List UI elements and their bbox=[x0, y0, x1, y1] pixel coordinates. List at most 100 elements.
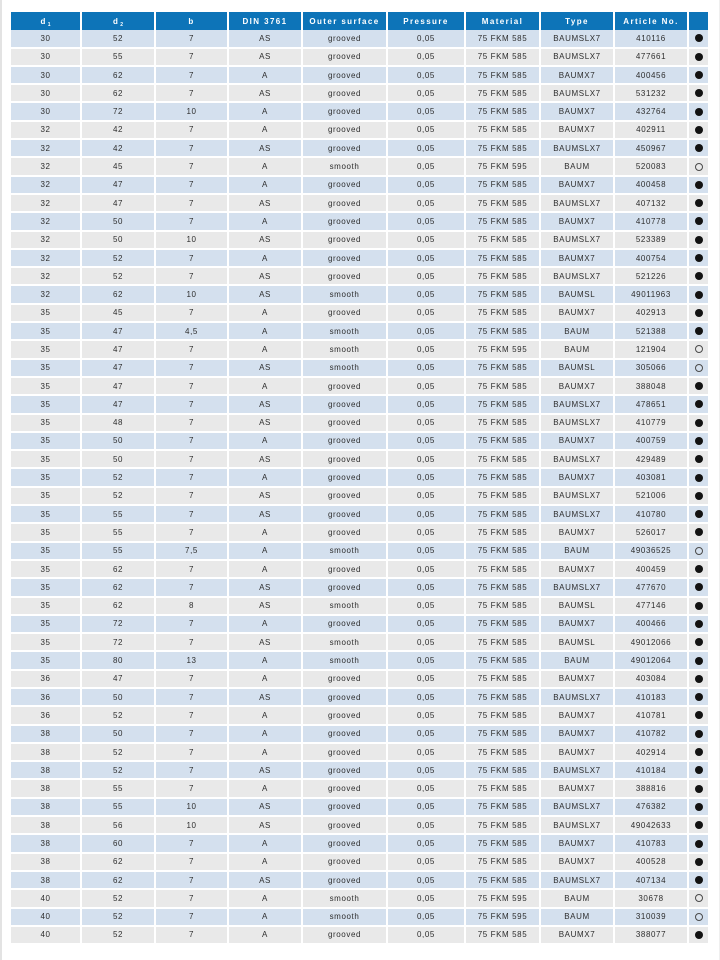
cell: grooved bbox=[303, 176, 386, 193]
availability-cell bbox=[689, 926, 708, 944]
cell: grooved bbox=[303, 835, 386, 852]
cell: BAUM bbox=[541, 158, 613, 175]
cell: BAUM bbox=[541, 542, 613, 559]
cell: 0,05 bbox=[388, 597, 464, 614]
cell: 38 bbox=[11, 798, 80, 816]
cell: 75 FKM 585 bbox=[466, 469, 539, 486]
cell: grooved bbox=[303, 30, 386, 47]
cell: 47 bbox=[82, 176, 154, 193]
cell: 72 bbox=[82, 103, 154, 120]
cell: AS bbox=[229, 762, 301, 779]
cell: 52 bbox=[82, 469, 154, 486]
cell: grooved bbox=[303, 707, 386, 724]
cell: 75 FKM 585 bbox=[466, 652, 539, 669]
cell: 7 bbox=[156, 707, 227, 724]
cell: A bbox=[229, 542, 301, 559]
cell: A bbox=[229, 323, 301, 340]
cell: 7 bbox=[156, 890, 227, 907]
cell: 7 bbox=[156, 121, 227, 139]
cell: AS bbox=[229, 798, 301, 816]
cell: BAUMSLX7 bbox=[541, 871, 613, 889]
cell: 7 bbox=[156, 835, 227, 852]
cell: 75 FKM 585 bbox=[466, 268, 539, 285]
cell: BAUMSL bbox=[541, 286, 613, 303]
cell: 75 FKM 585 bbox=[466, 140, 539, 157]
cell: 75 FKM 585 bbox=[466, 432, 539, 450]
cell: BAUMSLX7 bbox=[541, 762, 613, 779]
cell: 36 bbox=[11, 707, 80, 724]
cell: 35 bbox=[11, 451, 80, 468]
cell: 400754 bbox=[615, 249, 687, 267]
cell: 0,05 bbox=[388, 396, 464, 413]
cell: 48 bbox=[82, 414, 154, 431]
cell: 402913 bbox=[615, 304, 687, 322]
cell: 0,05 bbox=[388, 341, 464, 358]
cell: 7 bbox=[156, 615, 227, 633]
availability-hollow-circle-icon bbox=[694, 546, 703, 555]
cell: 521006 bbox=[615, 487, 687, 505]
cell: 32 bbox=[11, 140, 80, 157]
cell: 75 FKM 585 bbox=[466, 871, 539, 889]
cell: 432764 bbox=[615, 103, 687, 120]
cell: 400528 bbox=[615, 853, 687, 870]
cell: 520083 bbox=[615, 158, 687, 175]
availability-filled-circle-icon bbox=[694, 382, 703, 391]
cell: smooth bbox=[303, 286, 386, 303]
availability-filled-circle-icon bbox=[694, 455, 703, 464]
cell: 305066 bbox=[615, 359, 687, 376]
cell: 0,05 bbox=[388, 140, 464, 157]
cell: smooth bbox=[303, 890, 386, 907]
cell: 75 FKM 585 bbox=[466, 579, 539, 596]
cell: A bbox=[229, 66, 301, 84]
cell: grooved bbox=[303, 194, 386, 212]
cell: BAUMSLX7 bbox=[541, 414, 613, 431]
cell: A bbox=[229, 926, 301, 944]
availability-filled-circle-icon bbox=[694, 601, 703, 610]
header-cell-din-3761: DIN 3761 bbox=[229, 12, 301, 30]
cell: 35 bbox=[11, 304, 80, 322]
availability-filled-circle-icon bbox=[694, 802, 703, 811]
availability-cell bbox=[689, 286, 708, 303]
cell: 7 bbox=[156, 762, 227, 779]
cell: 7 bbox=[156, 66, 227, 84]
cell: 75 FKM 585 bbox=[466, 396, 539, 413]
cell: BAUMSLX7 bbox=[541, 140, 613, 157]
cell: A bbox=[229, 780, 301, 797]
cell: 450967 bbox=[615, 140, 687, 157]
cell: 0,05 bbox=[388, 817, 464, 834]
cell: 7 bbox=[156, 871, 227, 889]
cell: A bbox=[229, 652, 301, 669]
cell: BAUMX7 bbox=[541, 213, 613, 230]
cell: 4,5 bbox=[156, 323, 227, 340]
cell: BAUMX7 bbox=[541, 853, 613, 870]
cell: A bbox=[229, 176, 301, 193]
cell: grooved bbox=[303, 469, 386, 486]
cell: 0,05 bbox=[388, 780, 464, 797]
cell: BAUMX7 bbox=[541, 707, 613, 724]
cell: 35 bbox=[11, 432, 80, 450]
cell: grooved bbox=[303, 798, 386, 816]
cell: A bbox=[229, 707, 301, 724]
cell: A bbox=[229, 341, 301, 358]
cell: 0,05 bbox=[388, 707, 464, 724]
header-label-subscript: 1 bbox=[47, 22, 51, 28]
cell: grooved bbox=[303, 268, 386, 285]
availability-filled-circle-icon bbox=[694, 766, 703, 775]
cell: BAUMSLX7 bbox=[541, 506, 613, 523]
cell: 75 FKM 585 bbox=[466, 451, 539, 468]
cell: BAUMX7 bbox=[541, 524, 613, 541]
cell: 407134 bbox=[615, 871, 687, 889]
availability-filled-circle-icon bbox=[694, 327, 703, 336]
cell: 10 bbox=[156, 817, 227, 834]
header-cell-b: b bbox=[156, 12, 227, 30]
cell: 0,05 bbox=[388, 853, 464, 870]
cell: 75 FKM 585 bbox=[466, 66, 539, 84]
cell: AS bbox=[229, 268, 301, 285]
cell: grooved bbox=[303, 506, 386, 523]
cell: 521226 bbox=[615, 268, 687, 285]
cell: 7 bbox=[156, 853, 227, 870]
cell: 80 bbox=[82, 652, 154, 669]
cell: BAUM bbox=[541, 341, 613, 358]
cell: grooved bbox=[303, 48, 386, 65]
cell: AS bbox=[229, 140, 301, 157]
